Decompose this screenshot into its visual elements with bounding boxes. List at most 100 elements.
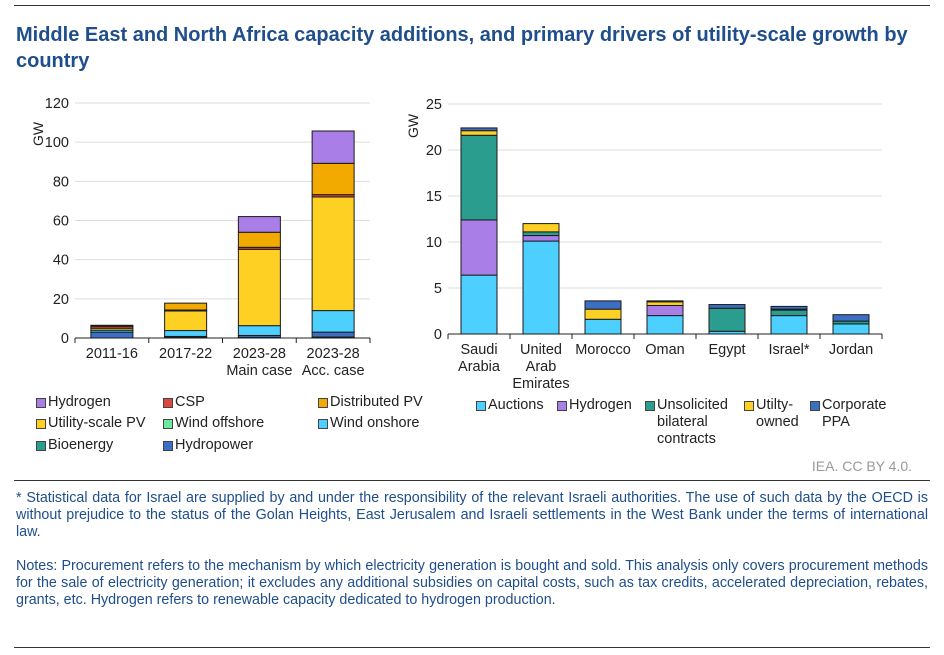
footnote: * Statistical data for Israel are suppli… bbox=[16, 490, 928, 540]
bar-segment-distributed-pv bbox=[311, 162, 355, 196]
y-tick-label: 5 bbox=[434, 281, 442, 297]
x-tick-label-line: Acc. case bbox=[302, 363, 365, 379]
bar-segment-unsolicited-bilateral-contracts bbox=[460, 134, 498, 221]
legend-label: Bioenergy bbox=[48, 437, 114, 453]
bar-segment-auctions bbox=[584, 318, 622, 335]
y-tick-label: 0 bbox=[434, 327, 442, 343]
legend-item: Auctions bbox=[476, 397, 544, 414]
x-tick-label-line: 2023-28 bbox=[233, 346, 286, 362]
bar-segment-unsolicited-bilateral-contracts bbox=[770, 309, 808, 317]
legend-label: Utility-scale PV bbox=[48, 415, 146, 431]
legend-item: Wind offshore bbox=[163, 415, 264, 432]
legend-item: Hydrogen bbox=[36, 394, 111, 411]
x-tick-label-line: United bbox=[520, 342, 562, 358]
legend-swatch bbox=[476, 401, 486, 411]
legend-label: Utilty- owned bbox=[756, 397, 799, 430]
y-tick-label: 80 bbox=[53, 174, 69, 190]
chart-2: 0 5 10 15 20 25 GW Saudi Arabia United Arab Emirate… bbox=[405, 97, 883, 392]
legend-swatch bbox=[557, 401, 567, 411]
legend-item: CSP bbox=[163, 394, 205, 411]
x-tick-label: Morocco bbox=[575, 342, 631, 358]
credit: IEA. CC BY 4.0. bbox=[811, 458, 912, 474]
x-tick-label: Jordan bbox=[829, 342, 873, 358]
bar-segment-corporate-ppa bbox=[584, 300, 622, 310]
y-tick-label: 10 bbox=[426, 235, 442, 251]
y-tick-label: 25 bbox=[426, 97, 442, 113]
bar-segment-auctions bbox=[522, 240, 560, 335]
x-tick-label: 2023-28 Acc. case bbox=[302, 346, 365, 379]
x-tick-label: Israel* bbox=[768, 342, 809, 358]
bar-segment-hydrogen bbox=[311, 130, 355, 164]
legend-label: Auctions bbox=[488, 397, 544, 413]
legend-item: Distributed PV bbox=[318, 394, 423, 411]
bar-segment-wind-onshore bbox=[237, 325, 281, 336]
bar-segment-utility-scale-pv bbox=[164, 310, 208, 332]
y-tick-label: 20 bbox=[53, 292, 69, 308]
x-tick-label: Egypt bbox=[708, 342, 745, 358]
legend-item: Utilty- owned bbox=[744, 397, 799, 431]
bar-segment-auctions bbox=[646, 315, 684, 335]
x-tick-label-line: Saudi bbox=[460, 342, 497, 358]
bar-segment-hydrogen bbox=[522, 235, 560, 242]
x-tick-label: 2011-16 bbox=[86, 346, 138, 362]
bar-segment-hydropower bbox=[90, 331, 134, 339]
top-rule bbox=[14, 5, 930, 6]
x-tick-label-line: Israel* bbox=[768, 342, 809, 358]
bar-segment-unsolicited-bilateral-contracts bbox=[708, 307, 746, 332]
bar-segment-auctions bbox=[460, 274, 498, 335]
legend-swatch bbox=[318, 398, 328, 408]
bar-segment-utilty-owned bbox=[584, 308, 622, 320]
legend-item: Utility-scale PV bbox=[36, 415, 146, 432]
bar-segment-utilty-owned bbox=[646, 301, 684, 306]
x-tick-label-line: Arab bbox=[526, 359, 557, 375]
bar-segment-distributed-pv bbox=[90, 324, 134, 327]
legend-swatch bbox=[36, 441, 46, 451]
x-tick-label: United Arab Emirates bbox=[512, 342, 569, 392]
y-tick-label: 20 bbox=[426, 143, 442, 159]
x-tick-label: 2017-22 bbox=[159, 346, 212, 362]
bar-segment-distributed-pv bbox=[164, 302, 208, 311]
bottom-rule bbox=[14, 647, 930, 648]
legend-label: Unsolicited bilateral contracts bbox=[657, 397, 728, 447]
legend-swatch bbox=[163, 441, 173, 451]
bar-segment-utility-scale-pv bbox=[311, 196, 355, 312]
x-tick-label: Saudi Arabia bbox=[458, 342, 501, 375]
x-tick-label-line: Arabia bbox=[458, 359, 501, 375]
x-tick-label-line: 2011-16 bbox=[86, 346, 138, 362]
bar-segment-distributed-pv bbox=[237, 231, 281, 248]
y-tick-label: 0 bbox=[61, 331, 69, 347]
legend-item: Wind onshore bbox=[318, 415, 419, 432]
bar-segment-auctions bbox=[832, 323, 870, 335]
x-tick-label: 2023-28 Main case bbox=[226, 346, 292, 379]
x-tick-label-line: 2023-28 bbox=[307, 346, 360, 362]
y-axis-label: GW bbox=[30, 121, 46, 146]
notes: Notes: Procurement refers to the mechani… bbox=[16, 558, 928, 608]
x-tick-label-line: Jordan bbox=[829, 342, 873, 358]
x-tick-label-line: 2017-22 bbox=[159, 346, 212, 362]
y-tick-label: 60 bbox=[53, 214, 69, 230]
x-tick-label-line: Egypt bbox=[708, 342, 745, 358]
legend-item: Hydropower bbox=[163, 437, 253, 454]
bar-segment-hydrogen bbox=[237, 216, 281, 233]
legend-swatch bbox=[744, 401, 754, 411]
bar-segment-hydrogen bbox=[646, 304, 684, 317]
bar-segment-utilty-owned bbox=[522, 223, 560, 233]
x-tick-label-line: Oman bbox=[645, 342, 685, 358]
figure-title: Middle East and North Africa capacity ad… bbox=[16, 24, 908, 72]
x-tick-label-line: Main case bbox=[226, 363, 292, 379]
legend-item: Hydrogen bbox=[557, 397, 632, 414]
legend-label: Corporate PPA bbox=[822, 397, 887, 430]
x-tick-label-line: Morocco bbox=[575, 342, 631, 358]
legend-item: Bioenergy bbox=[36, 437, 113, 454]
y-tick-label: 40 bbox=[53, 253, 69, 269]
legend-label: Wind offshore bbox=[175, 415, 265, 431]
bar-segment-hydropower bbox=[311, 331, 355, 338]
legend-label: Hydropower bbox=[175, 437, 254, 453]
legend-swatch bbox=[645, 401, 655, 411]
legend-swatch bbox=[163, 419, 173, 429]
x-tick-label-line: Emirates bbox=[512, 376, 569, 392]
bar-segment-corporate-ppa bbox=[770, 305, 808, 310]
